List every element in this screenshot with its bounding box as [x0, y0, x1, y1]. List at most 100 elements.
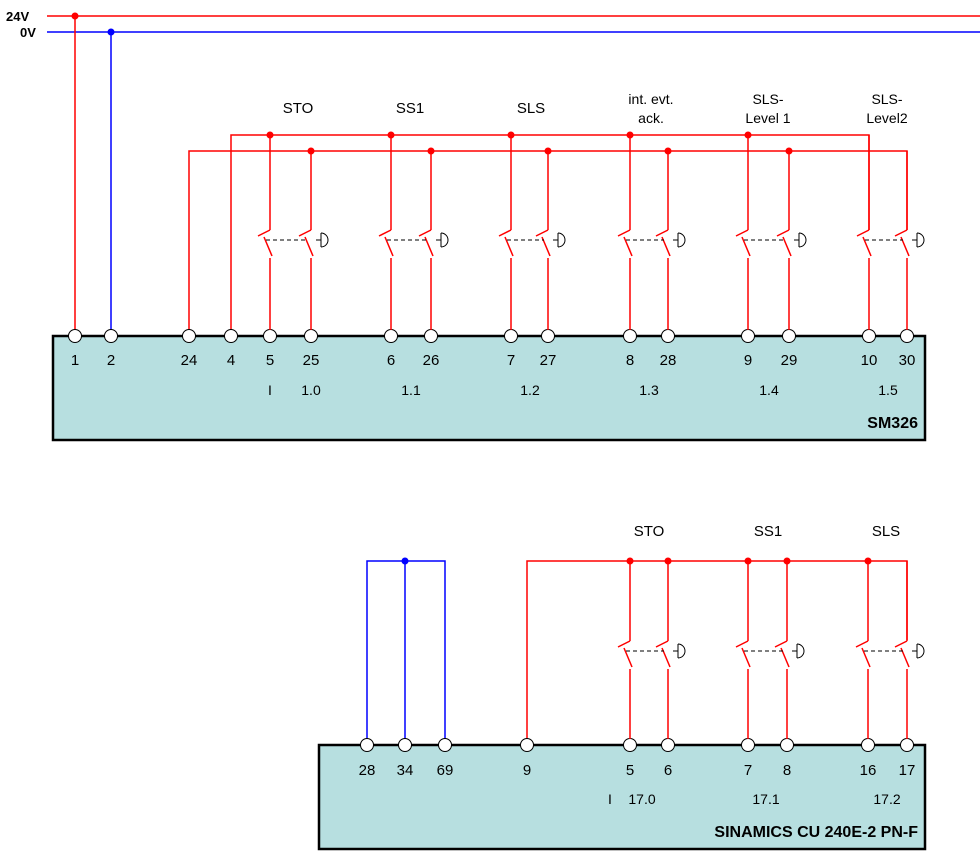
switch-blade — [425, 237, 433, 256]
bus-sensor-supply-1 — [231, 135, 869, 330]
switch-contact — [777, 230, 789, 236]
junction-dot — [865, 558, 872, 565]
junction-dot — [108, 29, 115, 36]
sinamics-terminal-label: 17 — [899, 762, 916, 779]
sm326-channel-label: SLS — [517, 100, 545, 117]
switch-contact — [857, 230, 869, 236]
terminal — [385, 330, 398, 343]
switch-contact — [536, 230, 548, 236]
bridge-0v — [367, 561, 445, 739]
sinamics-address-label: I — [608, 791, 612, 807]
switch-contact — [736, 230, 748, 236]
junction-dot — [545, 148, 552, 155]
sm326-address-label: 1.4 — [759, 382, 779, 398]
terminal — [521, 739, 534, 752]
switch-contact — [379, 230, 391, 236]
switch-contact — [895, 230, 907, 236]
switch-contact — [856, 641, 868, 647]
sm326-terminal-label: 4 — [227, 352, 235, 369]
sinamics-channel-label: STO — [634, 523, 665, 540]
junction-dot — [402, 558, 409, 565]
switch-contact — [656, 641, 668, 647]
sm326-terminal-label: 30 — [899, 352, 916, 369]
terminal — [662, 330, 675, 343]
terminal — [361, 739, 374, 752]
terminal — [624, 330, 637, 343]
sm326-terminal-label: 9 — [744, 352, 752, 369]
sm326-terminal-label: 29 — [781, 352, 798, 369]
terminal — [183, 330, 196, 343]
terminal — [305, 330, 318, 343]
terminal — [439, 739, 452, 752]
sm326-terminal-label: 24 — [181, 352, 198, 369]
sm326-channel-label: ack. — [638, 110, 664, 126]
terminal — [505, 330, 518, 343]
terminal — [662, 739, 675, 752]
switch-contact — [656, 230, 668, 236]
terminal — [742, 330, 755, 343]
sinamics-address-label: 17.1 — [752, 791, 779, 807]
push-button-icon — [799, 233, 806, 247]
sm326-address-label: I — [268, 382, 272, 398]
terminal — [783, 330, 796, 343]
sinamics-channel-label: SS1 — [754, 523, 782, 540]
junction-dot — [665, 148, 672, 155]
sinamics-channel-label: SLS — [872, 523, 900, 540]
junction-dot — [665, 558, 672, 565]
rail-24v-label: 24V — [6, 9, 29, 24]
switch-blade — [305, 237, 313, 256]
sm326-address-label: 1.2 — [520, 382, 540, 398]
sm326-terminal-label: 26 — [423, 352, 440, 369]
sm326-terminal-label: 27 — [540, 352, 557, 369]
sm326-channel-label: Level2 — [866, 110, 907, 126]
sm326-address-label: 1.3 — [639, 382, 659, 398]
sinamics-address-label: 17.2 — [873, 791, 900, 807]
push-button-icon — [678, 233, 685, 247]
terminal — [225, 330, 238, 343]
terminal — [105, 330, 118, 343]
sm326-terminal-label: 10 — [861, 352, 878, 369]
sm326-channel-label: Level 1 — [745, 110, 790, 126]
rail-0v-label: 0V — [20, 25, 36, 40]
sm326-channel-label: SLS- — [871, 91, 902, 107]
sinamics-terminal-label: 6 — [664, 762, 672, 779]
junction-dot — [267, 132, 274, 139]
switch-contact — [299, 230, 311, 236]
terminal — [742, 739, 755, 752]
switch-contact — [618, 230, 630, 236]
junction-dot — [627, 558, 634, 565]
junction-dot — [308, 148, 315, 155]
switch-contact — [775, 641, 787, 647]
sm326-terminal-label: 25 — [303, 352, 320, 369]
sinamics-terminal-label: 9 — [523, 762, 531, 779]
sinamics-terminal-label: 8 — [783, 762, 791, 779]
sm326-terminal-label: 7 — [507, 352, 515, 369]
sinamics-terminal-label: 69 — [437, 762, 454, 779]
bus-drive-inputs — [527, 561, 907, 739]
switch-contact — [618, 641, 630, 647]
junction-dot — [745, 132, 752, 139]
terminal — [264, 330, 277, 343]
terminal — [69, 330, 82, 343]
sinamics-terminal-label: 16 — [860, 762, 877, 779]
sm326-address-label: 1.5 — [878, 382, 898, 398]
push-button-icon — [917, 233, 924, 247]
terminal — [901, 330, 914, 343]
sm326-terminal-label: 28 — [660, 352, 677, 369]
sm326-address-label: 1.0 — [301, 382, 321, 398]
sm326-terminal-label: 2 — [107, 352, 115, 369]
sm326-channel-label: SS1 — [396, 100, 424, 117]
sm326-terminal-label: 1 — [71, 352, 79, 369]
switch-contact — [258, 230, 270, 236]
switch-contact — [419, 230, 431, 236]
sm326-channel-label: SLS- — [752, 91, 783, 107]
terminal — [425, 330, 438, 343]
sm326-terminal-label: 8 — [626, 352, 634, 369]
sinamics-terminal-label: 7 — [744, 762, 752, 779]
push-button-icon — [797, 644, 804, 658]
terminal — [863, 330, 876, 343]
modules — [53, 336, 925, 849]
push-button-icon — [678, 644, 685, 658]
terminal — [399, 739, 412, 752]
